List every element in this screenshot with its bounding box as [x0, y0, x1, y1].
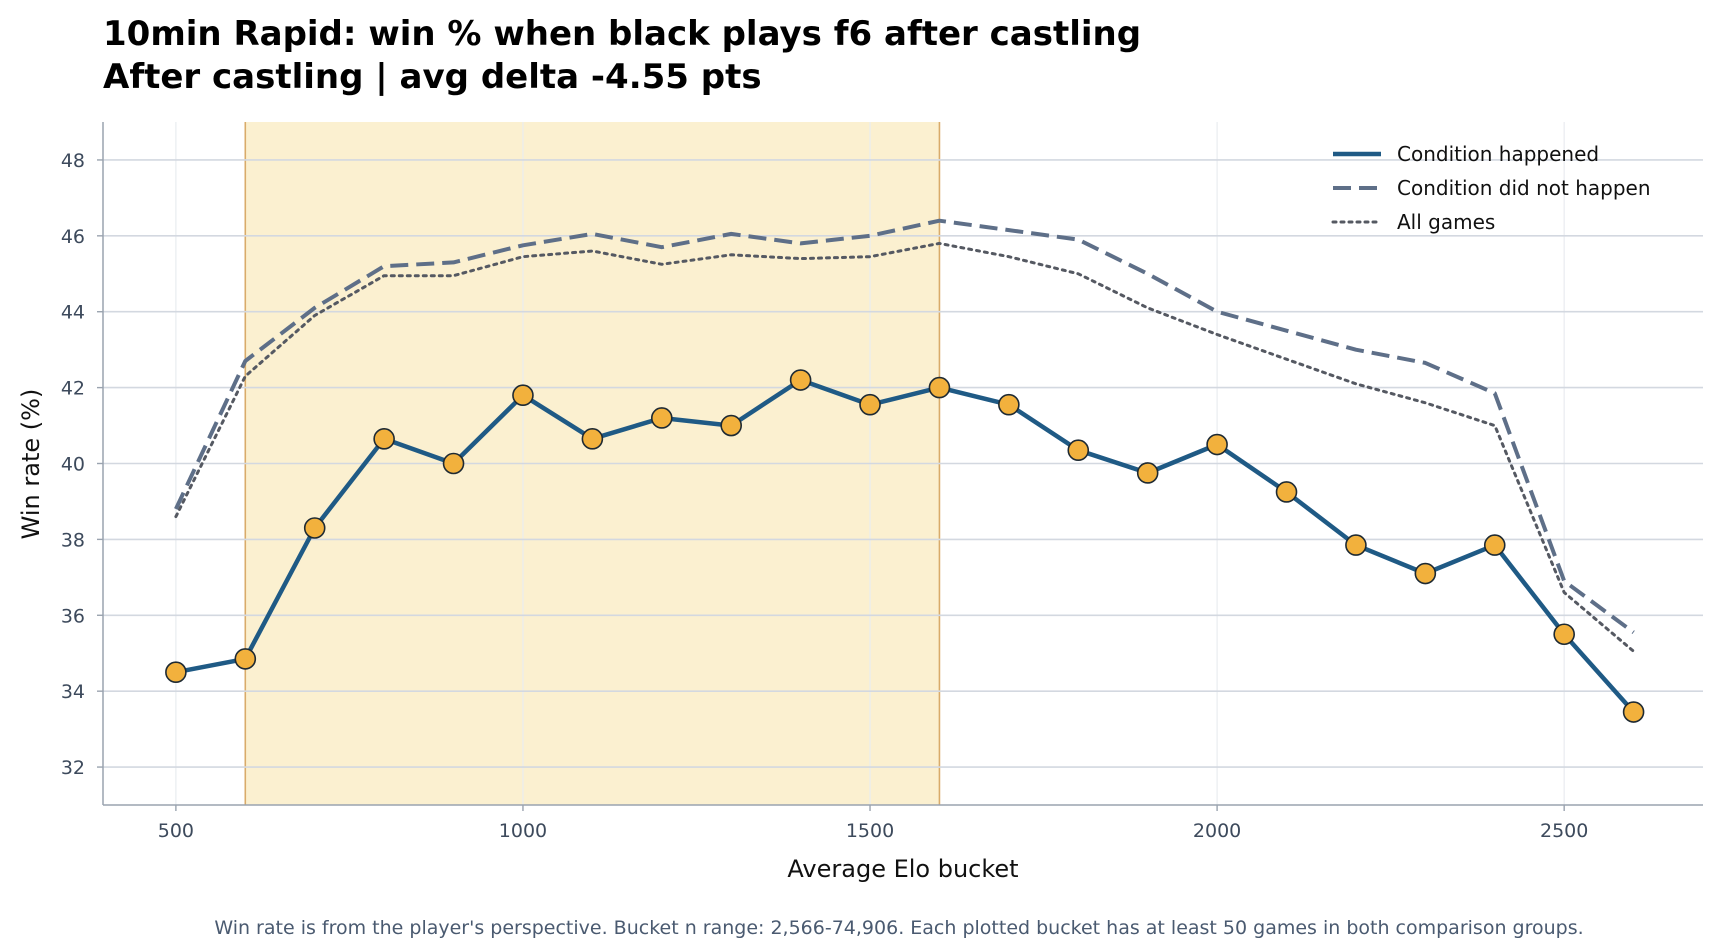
data-point [998, 393, 1020, 416]
legend-label: Condition did not happen [1397, 176, 1651, 200]
x-tick-label: 500 [158, 820, 194, 842]
y-gridlines [103, 159, 1703, 768]
data-point [650, 407, 673, 429]
data-point [165, 661, 187, 683]
y-tick-label: 42 [61, 378, 85, 400]
data-point [1483, 534, 1506, 556]
y-tick-label: 46 [61, 226, 85, 248]
data-point [1136, 462, 1159, 484]
y-tick-label: 34 [61, 681, 85, 703]
x-tick-label: 1000 [499, 820, 547, 842]
series-line-solid [175, 377, 1636, 714]
data-point [1553, 623, 1575, 646]
data-point [303, 517, 326, 539]
series-line-dotted [174, 241, 1636, 653]
marker-layer [165, 369, 1645, 723]
data-point [928, 376, 951, 399]
data-point [581, 428, 604, 450]
data-point [1275, 481, 1298, 503]
data-point [373, 428, 395, 450]
y-tick-label: 48 [61, 150, 85, 172]
y-axis-label: Win rate (%) [17, 389, 45, 540]
data-point [789, 369, 812, 391]
data-point [1067, 439, 1090, 462]
data-point [1622, 701, 1645, 723]
y-tick-label: 32 [61, 757, 85, 779]
x-tick-label: 2500 [1540, 820, 1588, 842]
data-point [1414, 562, 1437, 585]
x-tick-label: 1500 [846, 820, 894, 842]
data-point [234, 648, 257, 670]
y-tick-label: 40 [61, 454, 85, 476]
chart-title: 10min Rapid: win % when black plays f6 a… [103, 14, 1141, 54]
x-axis-ticks: 500 1000 1500 2000 2500 [158, 805, 1588, 842]
chart-footnote: Win rate is from the player's perspectiv… [214, 917, 1583, 939]
data-point [1345, 534, 1367, 556]
legend: Condition happened Condition did not happ… [1331, 142, 1651, 234]
x-tick-label: 2000 [1193, 820, 1241, 842]
x-axis-label: Average Elo bucket [787, 855, 1018, 883]
legend-label: Condition happened [1397, 142, 1599, 166]
data-point [859, 393, 881, 416]
series-layer [174, 218, 1636, 714]
data-point [720, 414, 742, 437]
y-axis-ticks: 32 34 36 38 40 42 44 46 48 [61, 150, 103, 779]
series-line-dashed [174, 218, 1635, 635]
y-tick-label: 38 [61, 529, 85, 551]
y-tick-label: 44 [61, 302, 85, 324]
data-point [1206, 433, 1228, 456]
data-point [442, 452, 465, 475]
legend-label: All games [1397, 210, 1495, 234]
y-tick-label: 36 [61, 605, 85, 627]
chart-subtitle: After castling | avg delta -4.55 pts [103, 57, 762, 97]
data-point [512, 384, 534, 407]
